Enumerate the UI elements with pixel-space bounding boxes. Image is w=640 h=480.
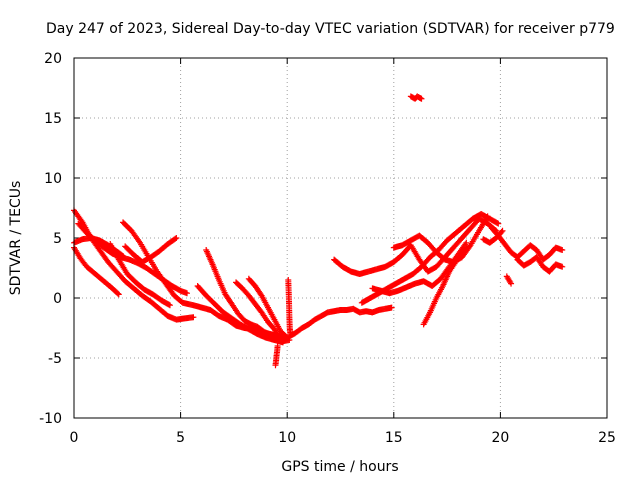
series-track-t bbox=[503, 273, 515, 287]
series-track-s bbox=[514, 254, 566, 275]
data-point bbox=[418, 95, 425, 102]
data-point bbox=[499, 227, 506, 234]
y-axis-label: SDTVAR / TECUs bbox=[8, 181, 24, 296]
series-cluster-16 bbox=[407, 93, 425, 102]
axis-ticks: 0 5 10 15 20 25 -10 -5 0 5 10 15 20 bbox=[39, 51, 616, 446]
series-spike-9.5 bbox=[272, 343, 281, 369]
series-track-r bbox=[488, 225, 566, 263]
series-track-p bbox=[390, 213, 491, 265]
data-point bbox=[508, 280, 515, 287]
data-point bbox=[484, 213, 491, 220]
y-tick-label: 10 bbox=[44, 171, 62, 187]
series-track-l bbox=[286, 304, 395, 340]
plot-frame bbox=[73, 57, 608, 419]
y-tick-label: 15 bbox=[44, 111, 62, 127]
data-point bbox=[279, 339, 286, 346]
data-point bbox=[559, 263, 566, 270]
x-axis-label: GPS time / hours bbox=[281, 459, 398, 475]
data-point bbox=[190, 314, 197, 321]
data-point bbox=[166, 302, 173, 309]
y-tick-label: 5 bbox=[53, 231, 62, 247]
series-track-j bbox=[233, 279, 282, 340]
series-track-b bbox=[71, 244, 122, 298]
series-track-n bbox=[358, 211, 502, 306]
series-track-q bbox=[420, 244, 472, 328]
data-point bbox=[183, 290, 190, 297]
data-point bbox=[463, 239, 470, 246]
data-point bbox=[257, 291, 264, 298]
y-tick-label: 20 bbox=[44, 51, 62, 67]
series-track-a bbox=[71, 207, 197, 323]
x-tick-label: 0 bbox=[70, 430, 79, 446]
series-track-m bbox=[331, 215, 500, 277]
data-point bbox=[498, 228, 505, 235]
grid bbox=[74, 58, 607, 418]
data-point bbox=[120, 253, 127, 259]
x-tick-label: 5 bbox=[176, 430, 185, 446]
data-point bbox=[388, 304, 395, 311]
y-tick-label: -10 bbox=[39, 411, 62, 427]
chart-title: Day 247 of 2023, Sidereal Day-to-day VTE… bbox=[46, 21, 615, 37]
data-point bbox=[115, 291, 122, 298]
data-points bbox=[71, 93, 566, 369]
series-track-u bbox=[480, 227, 506, 246]
data-point bbox=[173, 235, 180, 241]
series-track-i bbox=[194, 283, 286, 346]
data-point bbox=[464, 245, 471, 252]
y-tick-label: 0 bbox=[53, 291, 62, 307]
series-track-f bbox=[122, 235, 180, 265]
series-track-e bbox=[120, 219, 291, 342]
data-point bbox=[114, 290, 121, 297]
data-point bbox=[465, 244, 472, 251]
data-point bbox=[287, 331, 294, 337]
y-tick-label: -5 bbox=[48, 351, 62, 367]
series-spike-10 bbox=[285, 277, 294, 337]
data-point bbox=[495, 220, 502, 227]
x-tick-label: 10 bbox=[278, 430, 296, 446]
data-point bbox=[274, 343, 281, 349]
series-track-g bbox=[107, 241, 173, 309]
data-point bbox=[118, 252, 125, 259]
data-point bbox=[275, 333, 282, 340]
x-tick-label: 20 bbox=[491, 430, 509, 446]
data-point bbox=[559, 247, 566, 253]
x-tick-label: 15 bbox=[385, 430, 403, 446]
x-tick-label: 25 bbox=[598, 430, 616, 446]
data-point bbox=[172, 235, 179, 242]
